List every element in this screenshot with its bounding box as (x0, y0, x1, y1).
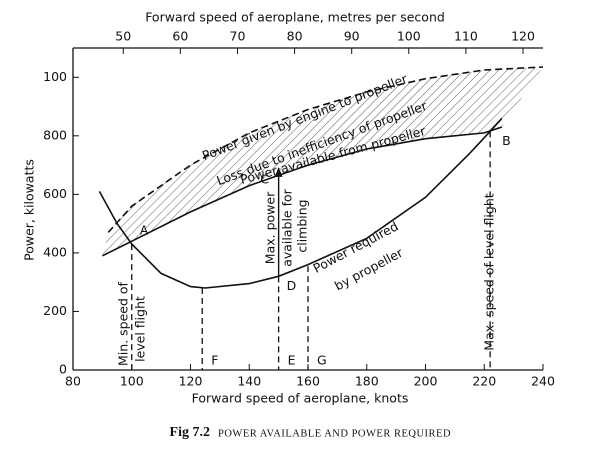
y-tick-label: 200 (43, 303, 67, 318)
curve (102, 126, 503, 257)
annotation: Max. speed of level flight (482, 193, 497, 350)
x-tick-label: 140 (237, 374, 261, 389)
x-tick-label: 120 (179, 374, 203, 389)
point-label: E (288, 353, 296, 368)
point-label: A (140, 223, 149, 238)
top-tick-label: 110 (454, 29, 478, 44)
curve (98, 117, 503, 289)
top-tick-label: 100 (397, 29, 421, 44)
annotation: climbing (295, 199, 310, 252)
top-tick-label: 90 (344, 29, 360, 44)
annotation: available for (280, 188, 295, 266)
point-label: D (287, 278, 297, 293)
annotation: level flight (133, 296, 148, 362)
x-tick-label: 160 (296, 374, 320, 389)
top-tick-label: 50 (115, 29, 131, 44)
x-tick-label: 220 (472, 374, 496, 389)
y-tick-label: 600 (43, 186, 67, 201)
curve (107, 66, 544, 233)
figure-label: Fig 7.2 (170, 425, 210, 440)
y-tick-label: 0 (59, 362, 67, 377)
y-tick-label: 800 (43, 127, 67, 142)
top-tick-label: 80 (287, 29, 303, 44)
x-tick-label: 100 (120, 374, 144, 389)
caption: POWER AVAILABLE AND POWER REQUIRED (218, 428, 451, 439)
point-label: C (260, 172, 269, 187)
x-tick-label: 180 (355, 374, 379, 389)
hatch-area (102, 67, 543, 256)
point-label: G (317, 353, 327, 368)
x-tick-label: 80 (65, 374, 81, 389)
top-tick-label: 120 (511, 29, 535, 44)
x-tick-label: 200 (414, 374, 438, 389)
y-tick-label: 100 (43, 69, 67, 84)
point-label: F (211, 353, 218, 368)
annotation: Min. speed of (116, 281, 131, 366)
y-tick-label: 400 (43, 244, 67, 259)
point-label: B (502, 133, 511, 148)
x-tick-label: 240 (531, 374, 555, 389)
y-axis-label: Power, kilowatts (22, 159, 37, 261)
top-tick-label: 60 (172, 29, 188, 44)
top-axis-label: Forward speed of aeroplane, metres per s… (145, 10, 445, 25)
x-axis-label: Forward speed of aeroplane, knots (192, 391, 409, 406)
annotation: Max. power (263, 191, 278, 264)
top-tick-label: 70 (230, 29, 246, 44)
